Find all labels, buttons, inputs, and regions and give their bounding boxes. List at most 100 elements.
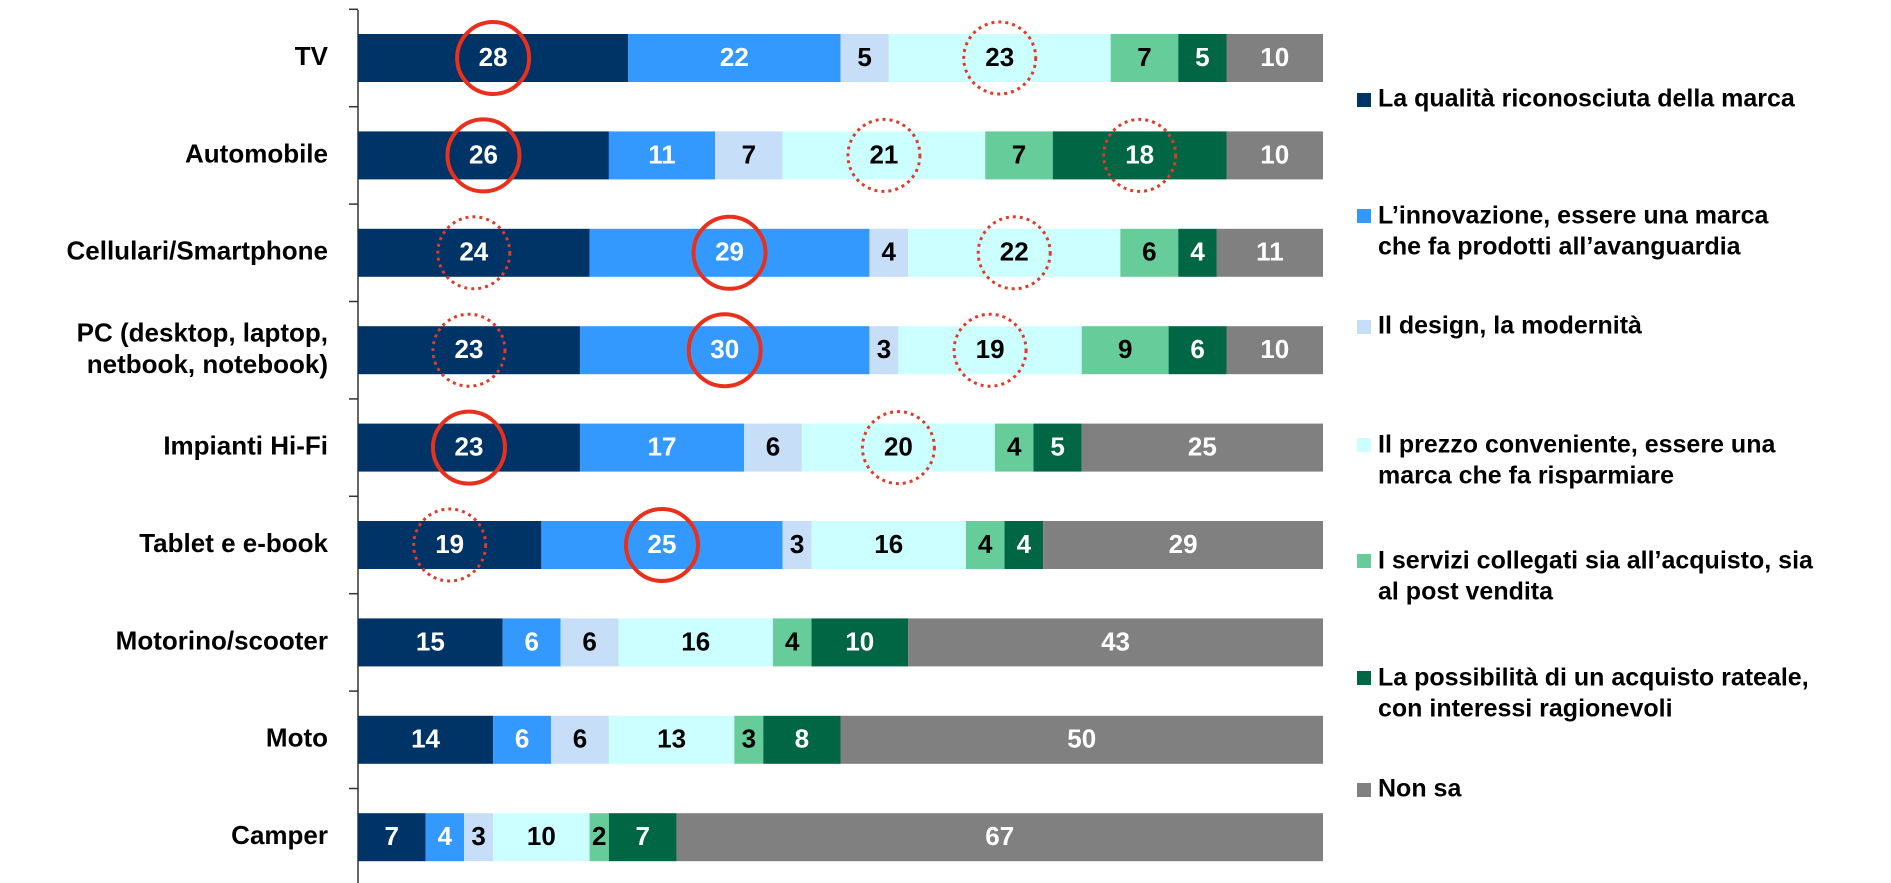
value-label: 7 [742, 139, 756, 169]
legend-label: Il prezzo conveniente, essere una marca c… [1378, 430, 1776, 489]
value-label: 43 [1101, 626, 1130, 656]
bar-segment [579, 423, 744, 472]
bar-segment [579, 326, 870, 375]
bar-segment [782, 131, 986, 180]
bar-segment [994, 423, 1034, 472]
legend-label: L’innovazione, essere una marca che fa pr… [1378, 201, 1770, 260]
value-label: 19 [435, 529, 464, 559]
value-label: 23 [455, 431, 484, 461]
bar-segment [589, 228, 870, 277]
bar-segment [608, 715, 735, 764]
bar-segment [425, 813, 465, 862]
highlight-circle [445, 117, 522, 194]
bar-segment [908, 228, 1121, 277]
highlight-circle [686, 312, 763, 389]
bar-segment [358, 618, 503, 667]
legend-label: Non sa [1378, 775, 1462, 803]
value-label: 8 [795, 724, 809, 754]
value-label: 28 [479, 42, 508, 72]
value-label: 19 [976, 334, 1005, 364]
value-label: 6 [766, 431, 780, 461]
value-label: 11 [1256, 237, 1284, 267]
bar-segment [551, 715, 609, 764]
value-label: 24 [459, 237, 488, 267]
value-label: 4 [978, 529, 993, 559]
category-label: Camper [231, 820, 328, 850]
bar-segment [869, 326, 899, 375]
bar-segment [888, 34, 1111, 82]
bar-segment [1178, 228, 1217, 277]
highlight-circle [860, 410, 936, 486]
bar-segment [589, 813, 609, 862]
bar-segment [608, 813, 677, 862]
bar-segment [869, 228, 909, 277]
value-label: 18 [1125, 139, 1154, 169]
bar-segment [560, 618, 619, 667]
value-label: 4 [1017, 529, 1032, 559]
value-label: 4 [1190, 237, 1205, 267]
bar-segment [358, 423, 580, 472]
value-label: 5 [1050, 431, 1064, 461]
bar-segment [898, 326, 1082, 375]
value-label: 6 [582, 626, 596, 656]
value-label: 22 [720, 42, 749, 72]
value-label: 23 [985, 42, 1014, 72]
bar-segment [1081, 423, 1323, 472]
bar-segment [541, 521, 783, 569]
bar-segment [811, 521, 966, 569]
value-label: 4 [438, 821, 453, 851]
value-label: 4 [882, 237, 897, 267]
bar-segment [811, 618, 909, 667]
value-label: 3 [877, 334, 891, 364]
value-label: 5 [857, 42, 871, 72]
bar-segment [1052, 131, 1227, 180]
legend-swatch [1357, 93, 1371, 107]
bar-segment [358, 131, 609, 180]
category-label: Cellulari/Smartphone [67, 236, 329, 266]
value-label: 67 [985, 821, 1014, 851]
bar-segment [1226, 326, 1323, 375]
bar-segment [618, 618, 773, 667]
bar-segment [1226, 131, 1323, 180]
value-label: 10 [845, 626, 874, 656]
legend-swatch [1357, 783, 1371, 797]
category-label: PC (desktop, laptop, netbook, notebook) [77, 317, 328, 378]
value-label: 4 [785, 626, 800, 656]
legend-swatch [1357, 438, 1371, 452]
category-label: TV [295, 41, 329, 71]
highlight-circle [455, 20, 532, 96]
bar-segment [782, 521, 812, 569]
highlight-circle [952, 312, 1028, 388]
bar-segment [358, 715, 494, 764]
value-label: 10 [1260, 334, 1289, 364]
bar-segment [464, 813, 494, 862]
bar-segment [608, 131, 716, 180]
highlight-circle [846, 117, 922, 193]
value-label: 7 [1137, 42, 1151, 72]
value-label: 29 [1169, 529, 1198, 559]
highlight-circle [430, 409, 507, 486]
bar-segment [502, 618, 561, 667]
bar-segment [1081, 326, 1169, 375]
highlight-circle [412, 507, 488, 583]
bar-segment [1033, 423, 1082, 472]
value-label: 26 [469, 139, 498, 169]
legend-label: I servizi collegati sia all’acquisto, si… [1378, 546, 1814, 605]
value-label: 22 [1000, 237, 1029, 267]
legend-label: Il design, la modernità [1378, 312, 1642, 340]
value-label: 25 [1188, 431, 1217, 461]
bar-segment [493, 813, 590, 862]
value-label: 21 [869, 139, 898, 169]
value-label: 7 [1012, 139, 1026, 169]
value-label: 30 [710, 334, 739, 364]
value-label: 10 [527, 821, 556, 851]
bar-segment [908, 618, 1323, 667]
value-label: 23 [455, 334, 484, 364]
bar-segment [744, 423, 802, 472]
highlight-circle [962, 20, 1038, 96]
bar-segment [840, 34, 889, 82]
value-label: 25 [648, 529, 677, 559]
legend-swatch [1357, 554, 1371, 568]
bar-segment [763, 715, 841, 764]
bar-segment [358, 228, 590, 277]
